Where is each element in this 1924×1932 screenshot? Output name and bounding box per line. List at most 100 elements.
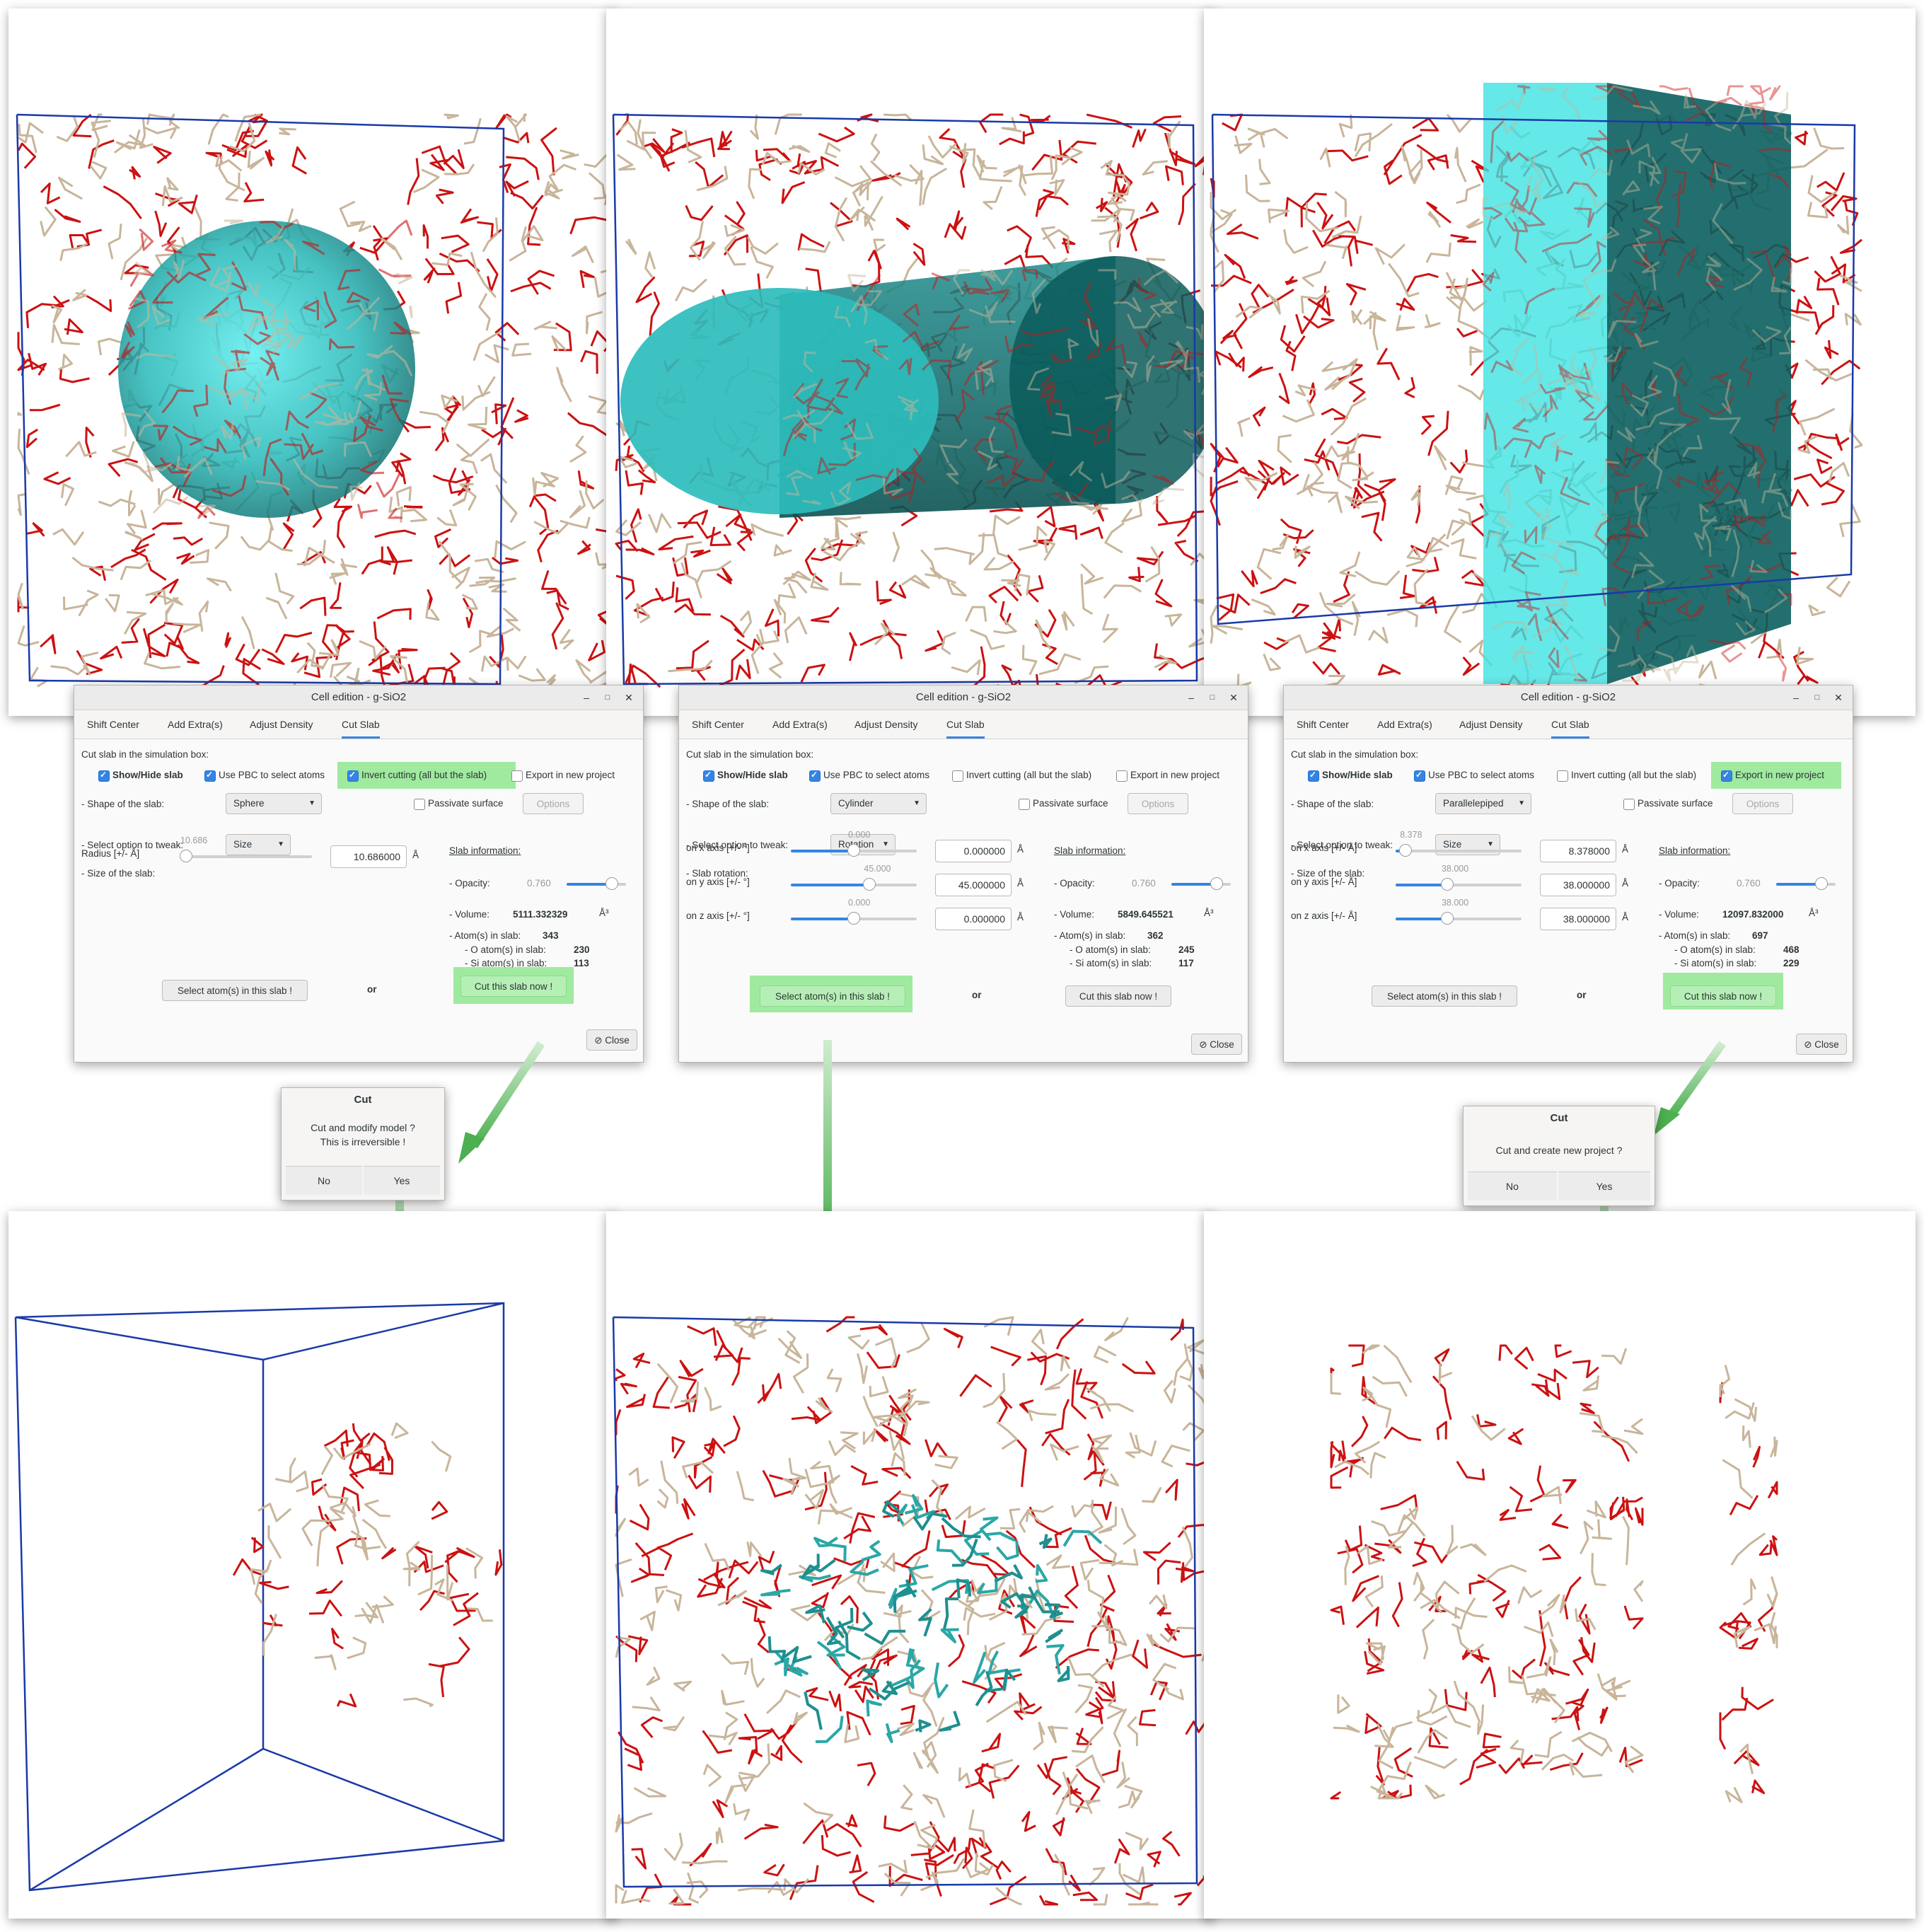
param-slider[interactable] bbox=[180, 850, 312, 862]
slider-knob[interactable] bbox=[180, 850, 192, 862]
tab-cut-slab[interactable]: Cut Slab bbox=[342, 710, 380, 739]
slider-knob[interactable] bbox=[863, 878, 876, 891]
param-slider[interactable] bbox=[791, 912, 917, 925]
shape-dropdown[interactable]: Cylinder ▼ bbox=[830, 793, 927, 814]
parallelepiped-scene bbox=[1210, 83, 1863, 689]
tab-adjust-density[interactable]: Adjust Density bbox=[1459, 719, 1523, 730]
maximize-icon[interactable]: □ bbox=[605, 693, 610, 702]
shape-dropdown[interactable]: Parallelepiped ▼ bbox=[1435, 793, 1531, 814]
close-button[interactable]: ⊘ Close bbox=[586, 1029, 637, 1051]
cut-slab-button[interactable]: Cut this slab now ! bbox=[460, 976, 567, 997]
param-value-entry[interactable]: 10.686000 bbox=[330, 845, 407, 868]
close-icon[interactable]: ✕ bbox=[625, 692, 633, 703]
tab-shift-center[interactable]: Shift Center bbox=[1297, 719, 1349, 730]
export-checkbox[interactable] bbox=[1116, 770, 1128, 782]
tab-add-extra-s[interactable]: Add Extra(s) bbox=[772, 719, 828, 730]
close-button[interactable]: ⊘ Close bbox=[1191, 1034, 1242, 1055]
passivate-checkbox[interactable] bbox=[1623, 799, 1635, 810]
param-value-entry[interactable]: 0.000000 bbox=[935, 840, 1012, 862]
use-pbc-checkbox[interactable] bbox=[1414, 770, 1425, 782]
volume-unit: Å³ bbox=[1809, 908, 1819, 918]
passivate-label: Passivate surface bbox=[428, 798, 504, 809]
param-value-entry[interactable]: 38.000000 bbox=[1540, 908, 1616, 930]
passivate-checkbox[interactable] bbox=[1019, 799, 1030, 810]
slider-knob[interactable] bbox=[1440, 878, 1454, 891]
cell-edition-window: Cell edition - g-SiO2 – □ ✕ Shift Center… bbox=[74, 685, 644, 1063]
options-button[interactable]: Options bbox=[1732, 793, 1793, 814]
passivate-checkbox[interactable] bbox=[414, 799, 425, 810]
tab-shift-center[interactable]: Shift Center bbox=[692, 719, 744, 730]
select-atoms-button[interactable]: Select atom(s) in this slab ! bbox=[1372, 985, 1517, 1007]
viewer-cylinder-before bbox=[606, 8, 1215, 716]
tab-cut-slab[interactable]: Cut Slab bbox=[1551, 710, 1589, 739]
param-value-entry[interactable]: 0.000000 bbox=[935, 908, 1012, 930]
no-button[interactable]: No bbox=[1468, 1172, 1557, 1201]
viewer-parallelepiped-result bbox=[1204, 1211, 1916, 1919]
close-x-icon: ⊘ bbox=[1804, 1039, 1815, 1050]
param-slider[interactable] bbox=[791, 878, 917, 891]
export-checkbox[interactable] bbox=[1721, 770, 1732, 782]
invert-checkbox[interactable] bbox=[952, 770, 963, 782]
selected-atom-bonds bbox=[760, 1500, 1071, 1733]
slider-knob[interactable] bbox=[847, 912, 860, 925]
o-atoms-label: - O atom(s) in slab: bbox=[465, 944, 546, 955]
use-pbc-checkbox[interactable] bbox=[204, 770, 216, 782]
tab-cut-slab[interactable]: Cut Slab bbox=[946, 710, 985, 739]
show-hide-checkbox[interactable] bbox=[1308, 770, 1319, 782]
volume-label: - Volume: bbox=[449, 909, 490, 920]
select-atoms-button[interactable]: Select atom(s) in this slab ! bbox=[162, 980, 308, 1001]
minimize-icon[interactable]: – bbox=[584, 692, 589, 703]
yes-button[interactable]: Yes bbox=[1558, 1172, 1650, 1201]
show-hide-checkbox[interactable] bbox=[703, 770, 714, 782]
use-pbc-label: Use PBC to select atoms bbox=[823, 770, 930, 780]
section-label: Cut slab in the simulation box: bbox=[686, 749, 814, 760]
tweak-value: Size bbox=[233, 839, 253, 850]
slider-knob[interactable] bbox=[1399, 844, 1413, 857]
minimize-icon[interactable]: – bbox=[1188, 692, 1194, 703]
select-atoms-button[interactable]: Select atom(s) in this slab ! bbox=[760, 985, 905, 1007]
shape-dropdown[interactable]: Sphere ▼ bbox=[226, 793, 322, 814]
options-button[interactable]: Options bbox=[523, 793, 584, 814]
tab-adjust-density[interactable]: Adjust Density bbox=[854, 719, 918, 730]
window-title: Cell edition - g-SiO2 bbox=[1284, 686, 1853, 710]
param-slider[interactable] bbox=[1396, 912, 1522, 925]
atoms-label: - Atom(s) in slab: bbox=[1054, 930, 1126, 941]
opacity-slider[interactable] bbox=[567, 877, 626, 890]
use-pbc-checkbox[interactable] bbox=[809, 770, 821, 782]
opacity-slider[interactable] bbox=[1776, 877, 1836, 890]
tab-shift-center[interactable]: Shift Center bbox=[87, 719, 139, 730]
param-value-entry[interactable]: 38.000000 bbox=[1540, 874, 1616, 896]
maximize-icon[interactable]: □ bbox=[1814, 693, 1820, 702]
maximize-icon[interactable]: □ bbox=[1210, 693, 1215, 702]
param-value-entry[interactable]: 8.378000 bbox=[1540, 840, 1616, 862]
param-slider[interactable] bbox=[1396, 878, 1522, 891]
opacity-slider[interactable] bbox=[1171, 877, 1231, 890]
invert-checkbox[interactable] bbox=[347, 770, 359, 782]
cut-slab-button[interactable]: Cut this slab now ! bbox=[1065, 985, 1171, 1007]
tab-adjust-density[interactable]: Adjust Density bbox=[250, 719, 313, 730]
close-icon[interactable]: ✕ bbox=[1834, 692, 1843, 703]
cut-slab-button[interactable]: Cut this slab now ! bbox=[1670, 985, 1776, 1007]
options-button[interactable]: Options bbox=[1128, 793, 1188, 814]
tweak-dropdown[interactable]: Size ▼ bbox=[226, 834, 291, 855]
slider-knob[interactable] bbox=[1814, 877, 1828, 890]
no-button[interactable]: No bbox=[286, 1166, 362, 1195]
slider-knob[interactable] bbox=[605, 877, 618, 890]
yes-button[interactable]: Yes bbox=[364, 1166, 440, 1195]
minimize-icon[interactable]: – bbox=[1793, 692, 1799, 703]
show-hide-checkbox[interactable] bbox=[98, 770, 110, 782]
slider-knob[interactable] bbox=[1210, 877, 1223, 890]
param-slider[interactable] bbox=[791, 844, 917, 857]
slider-knob[interactable] bbox=[1440, 912, 1454, 925]
close-button[interactable]: ⊘ Close bbox=[1796, 1034, 1847, 1055]
export-checkbox[interactable] bbox=[511, 770, 523, 782]
oxygen-bonds bbox=[1719, 1382, 1778, 1795]
tab-add-extra-s[interactable]: Add Extra(s) bbox=[1377, 719, 1432, 730]
param-unit: Å bbox=[1622, 844, 1629, 855]
param-value-entry[interactable]: 45.000000 bbox=[935, 874, 1012, 896]
tab-add-extra-s[interactable]: Add Extra(s) bbox=[168, 719, 223, 730]
slider-knob[interactable] bbox=[847, 844, 860, 857]
close-icon[interactable]: ✕ bbox=[1229, 692, 1238, 703]
param-slider[interactable] bbox=[1396, 844, 1522, 857]
invert-checkbox[interactable] bbox=[1557, 770, 1568, 782]
